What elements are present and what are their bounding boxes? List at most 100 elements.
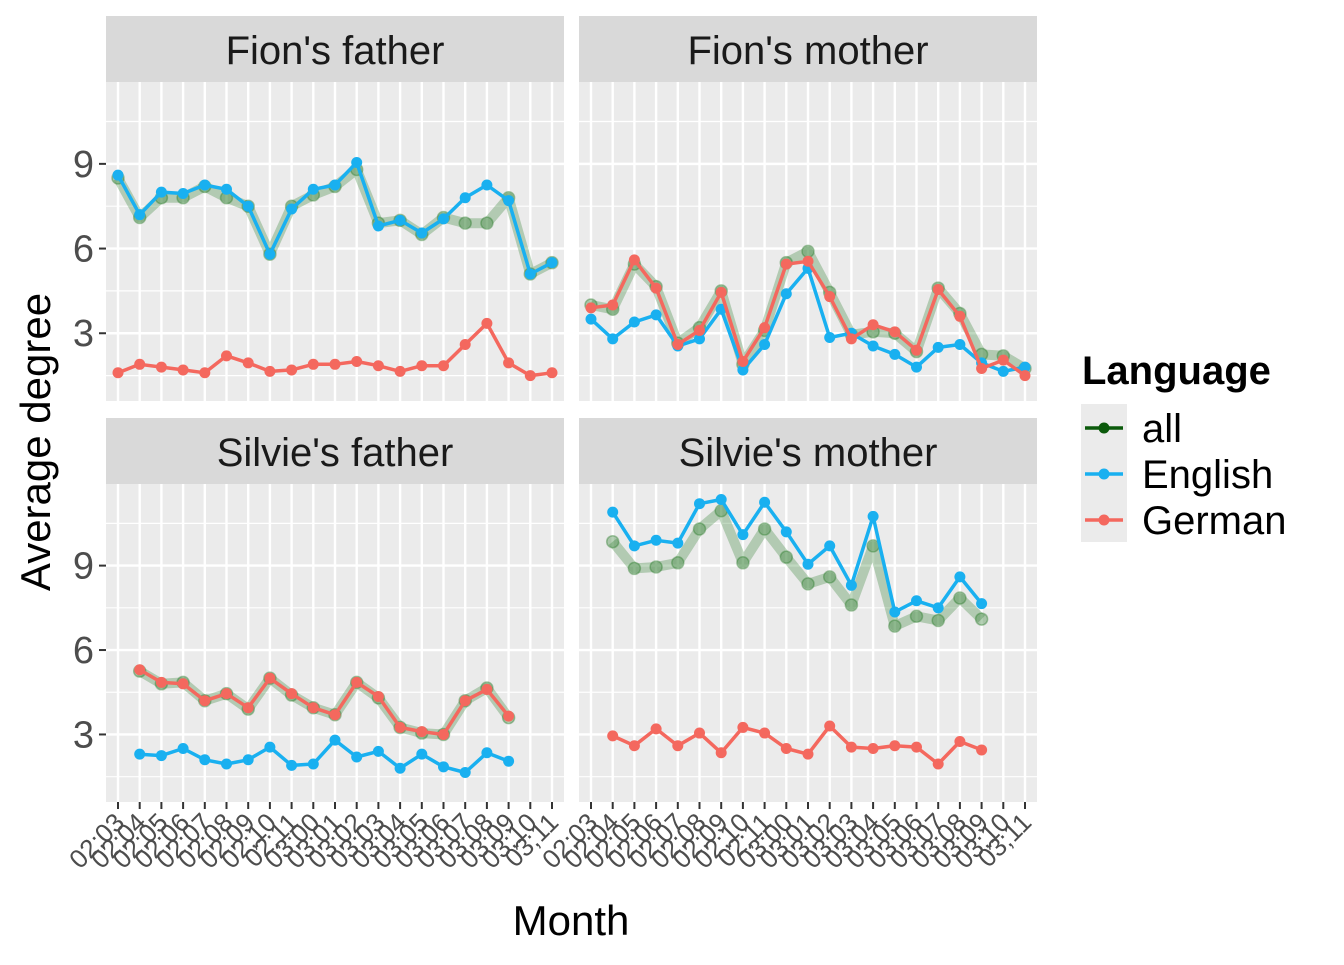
facet-strip [579, 418, 1037, 484]
data-point-german [416, 726, 428, 738]
data-point-all [801, 577, 815, 591]
data-point-german [134, 358, 146, 370]
data-point-english [867, 510, 879, 522]
data-point-english [177, 188, 189, 200]
data-point-english [694, 333, 705, 345]
data-point-all [779, 550, 794, 564]
data-point-all [931, 613, 945, 628]
data-point-german [694, 727, 705, 739]
data-point-german [802, 748, 814, 760]
data-point-english [889, 606, 901, 618]
legend-label: all [1142, 407, 1182, 451]
y-tick-label: 6 [73, 630, 94, 672]
data-point-german [954, 735, 966, 747]
data-point-german [694, 324, 705, 336]
data-point-german [824, 720, 836, 732]
data-point-english [737, 364, 749, 376]
data-point-german [650, 282, 662, 294]
legend-title: Language [1082, 349, 1271, 393]
facet-strip [579, 16, 1037, 82]
facet-strip [106, 418, 564, 484]
data-point-english [416, 227, 428, 239]
data-point-german [845, 333, 857, 345]
series-line-all [608, 505, 986, 632]
data-point-english [954, 571, 966, 583]
data-point-german [112, 367, 124, 379]
data-point-german [954, 310, 966, 322]
data-point-english [628, 540, 640, 552]
data-point-german [394, 365, 406, 377]
data-point-english [954, 339, 966, 351]
data-point-german [759, 322, 771, 334]
data-point-german [459, 695, 471, 707]
data-point-english [112, 169, 124, 181]
data-point-english [286, 759, 298, 771]
data-point-german [264, 365, 276, 377]
data-point-german [911, 741, 922, 753]
data-point-german [221, 688, 232, 700]
data-point-german [650, 723, 662, 735]
data-point-english [307, 183, 319, 195]
data-point-german [976, 363, 988, 375]
data-point-german [672, 740, 684, 752]
legend-key-point [1098, 468, 1110, 480]
data-point-german [307, 702, 319, 714]
data-point-german [351, 355, 363, 367]
data-point-english [481, 179, 493, 191]
data-point-german [242, 357, 254, 369]
data-point-german [286, 364, 298, 376]
y-tick-label: 6 [73, 229, 94, 271]
data-point-english [759, 339, 771, 351]
data-point-english [780, 526, 792, 538]
data-point-english [824, 331, 836, 343]
data-point-english [177, 743, 189, 755]
data-point-english [737, 529, 749, 541]
data-point-english [672, 537, 684, 549]
data-point-english [221, 183, 232, 195]
data-point-german [438, 360, 449, 372]
data-point-english [438, 213, 449, 225]
data-point-german [177, 678, 189, 690]
data-point-german [372, 690, 384, 702]
data-point-english [264, 741, 276, 753]
data-point-english [932, 602, 944, 614]
facet-panel: Silvie's mother02;0302;0402;0502;0602;07… [536, 418, 1037, 874]
data-point-english [199, 179, 211, 191]
data-point-english [199, 754, 211, 766]
facet-title: Fion's mother [687, 29, 928, 73]
data-point-german [976, 744, 988, 756]
data-point-german [911, 344, 922, 356]
data-point-english [932, 341, 944, 353]
y-axis-label: Average degree [12, 293, 59, 591]
data-point-english [481, 747, 493, 759]
data-point-german [628, 254, 640, 266]
data-point-german [715, 286, 727, 298]
data-point-english [607, 506, 619, 518]
data-point-english [351, 156, 363, 168]
data-point-german [1019, 370, 1031, 382]
data-point-all [671, 556, 685, 570]
data-point-english [134, 748, 146, 760]
facet-title: Silvie's father [217, 431, 454, 475]
data-point-german [459, 339, 471, 351]
data-point-german [177, 364, 189, 376]
data-point-english [416, 748, 428, 760]
data-point-german [845, 741, 857, 753]
data-point-german [867, 319, 879, 331]
data-point-german [351, 676, 363, 688]
panels: Fion's father 3 6 9 Fion's mother Silvie's fa… [63, 16, 1037, 874]
data-point-german [438, 728, 449, 740]
data-point-german [715, 747, 727, 759]
y-tick-label: 3 [73, 714, 94, 756]
data-point-english [503, 755, 515, 767]
data-point-english [134, 209, 146, 221]
data-point-english [459, 192, 471, 204]
data-point-german [329, 709, 341, 721]
data-point-english [372, 220, 384, 232]
data-point-english [155, 186, 167, 198]
data-point-all [649, 560, 663, 574]
data-point-english [911, 361, 922, 373]
data-point-german [242, 702, 254, 714]
data-point-german [372, 360, 384, 372]
